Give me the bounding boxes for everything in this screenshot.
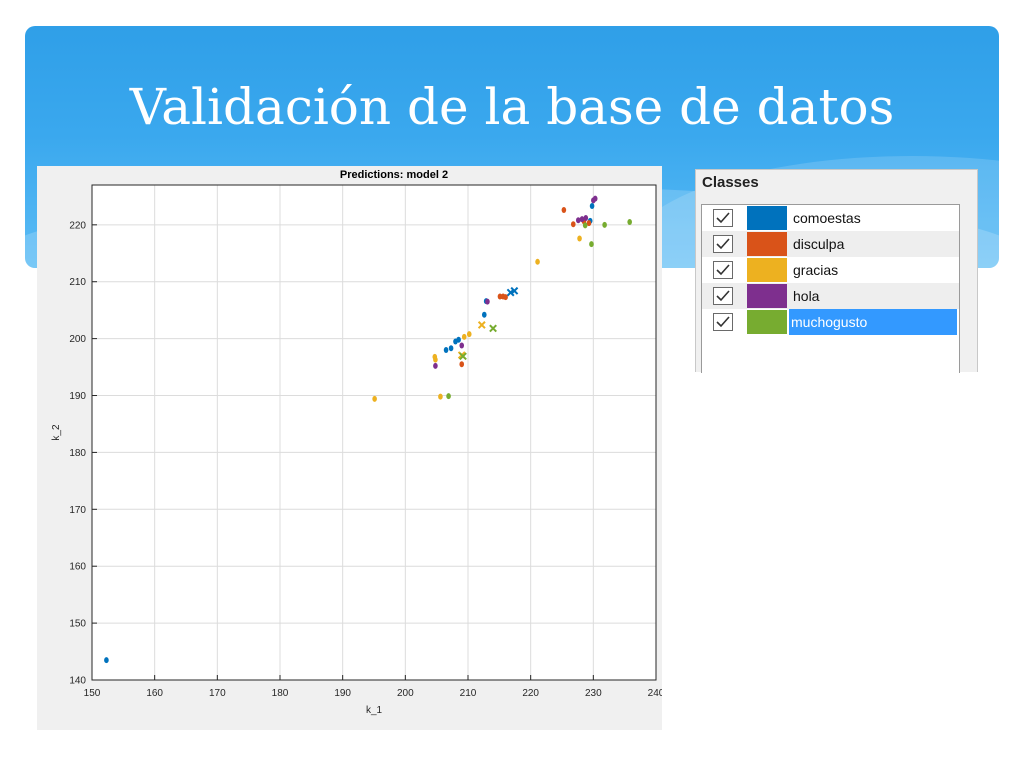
class-label: hola (793, 288, 820, 304)
plot-frame (91, 184, 657, 681)
data-point-muchogusto (582, 222, 588, 229)
class-label: disculpa (793, 236, 845, 252)
x-tick-label: 180 (272, 688, 289, 699)
data-point-comoestas (104, 657, 109, 664)
class-label: gracias (793, 262, 839, 278)
data-point-muchogusto (602, 221, 607, 228)
data-point-comoestas (448, 345, 454, 352)
data-point-gracias (438, 393, 443, 400)
class-color-swatch (747, 310, 787, 334)
y-axis-label: k_2 (51, 424, 62, 441)
slide-title: Validación de la base de datos (129, 78, 895, 136)
misclassified-marker-comoestas (510, 286, 519, 295)
data-point-gracias (535, 258, 540, 265)
data-point-hola (459, 342, 465, 349)
classes-list: comoestas disculpa gracias hola muchogus… (701, 204, 960, 373)
data-point-gracias (466, 331, 472, 338)
scatter-plot: 150 160 170 180 190 200 210 220 230 2401401501601… (51, 169, 662, 716)
checkmark-icon (716, 290, 730, 302)
data-point-disculpa (561, 207, 567, 214)
misclassified-marker-muchogusto (459, 352, 467, 361)
x-tick-label: 150 (84, 688, 101, 699)
y-tick-label: 190 (69, 391, 86, 402)
class-color-swatch (747, 206, 787, 230)
x-axis-label: k_1 (366, 705, 383, 716)
data-point-disculpa (459, 361, 465, 368)
class-row-comoestas[interactable]: comoestas (702, 205, 959, 231)
data-point-comoestas (481, 311, 487, 318)
x-tick-label: 230 (585, 688, 602, 699)
checkmark-icon (716, 238, 730, 250)
y-tick-label: 160 (69, 562, 86, 573)
y-tick-label: 170 (69, 505, 86, 516)
classes-panel-title: Classes (702, 174, 759, 191)
chart-title: Predictions: model 2 (340, 169, 448, 181)
class-label: muchogusto (789, 309, 957, 335)
class-checkbox[interactable] (713, 261, 733, 279)
data-point-comoestas (589, 203, 595, 210)
data-point-muchogusto (627, 218, 632, 225)
data-point-disculpa (586, 220, 592, 227)
classes-panel: Classes comoestas disculpa gracias hola … (695, 169, 978, 373)
class-checkbox[interactable] (713, 209, 733, 227)
data-point-muchogusto (446, 393, 451, 400)
data-point-gracias (461, 333, 467, 340)
data-point-hola (579, 216, 585, 223)
class-checkbox[interactable] (713, 313, 733, 331)
class-row-gracias[interactable]: gracias (702, 257, 959, 283)
y-tick-label: 200 (69, 334, 86, 345)
x-tick-label: 170 (209, 688, 226, 699)
checkmark-icon (716, 316, 730, 328)
x-tick-label: 190 (334, 688, 351, 699)
class-row-disculpa[interactable]: disculpa (702, 231, 959, 257)
class-row-hola[interactable]: hola (702, 283, 959, 309)
data-point-hola (575, 217, 581, 224)
data-point-gracias (372, 395, 377, 402)
class-label: comoestas (793, 210, 861, 226)
y-tick-label: 180 (69, 448, 86, 459)
plot-area (92, 185, 656, 680)
class-color-swatch (747, 258, 787, 282)
data-point-hola (583, 215, 589, 221)
y-tick-label: 140 (69, 676, 86, 687)
x-tick-label: 220 (522, 688, 539, 699)
checkmark-icon (716, 212, 730, 224)
data-point-hola (592, 195, 598, 202)
data-point-muchogusto (589, 241, 594, 248)
class-row-muchogusto[interactable]: muchogusto (702, 309, 959, 335)
data-point-gracias (433, 356, 438, 363)
data-point-comoestas (456, 336, 461, 343)
y-tick-label: 150 (69, 619, 86, 630)
checkmark-icon (716, 264, 730, 276)
data-point-disculpa (570, 221, 576, 228)
class-color-swatch (747, 284, 787, 308)
class-checkbox[interactable] (713, 287, 733, 305)
data-point-comoestas (443, 347, 449, 353)
data-point-hola (485, 298, 490, 305)
x-tick-label: 240 (648, 688, 662, 699)
y-tick-label: 210 (69, 277, 86, 288)
class-checkbox[interactable] (713, 235, 733, 253)
data-point-disculpa (503, 294, 508, 301)
misclassified-marker-muchogusto (489, 324, 497, 333)
y-tick-label: 220 (69, 220, 86, 231)
data-point-gracias (577, 235, 582, 242)
x-tick-label: 210 (460, 688, 477, 699)
scatter-plot-panel: 150 160 170 180 190 200 210 220 230 240 140 150 160 1… (37, 166, 662, 730)
x-tick-label: 160 (146, 688, 163, 699)
misclassified-marker-gracias (477, 321, 486, 329)
data-point-hola (433, 362, 438, 369)
class-color-swatch (747, 232, 787, 256)
x-tick-label: 200 (397, 688, 414, 699)
